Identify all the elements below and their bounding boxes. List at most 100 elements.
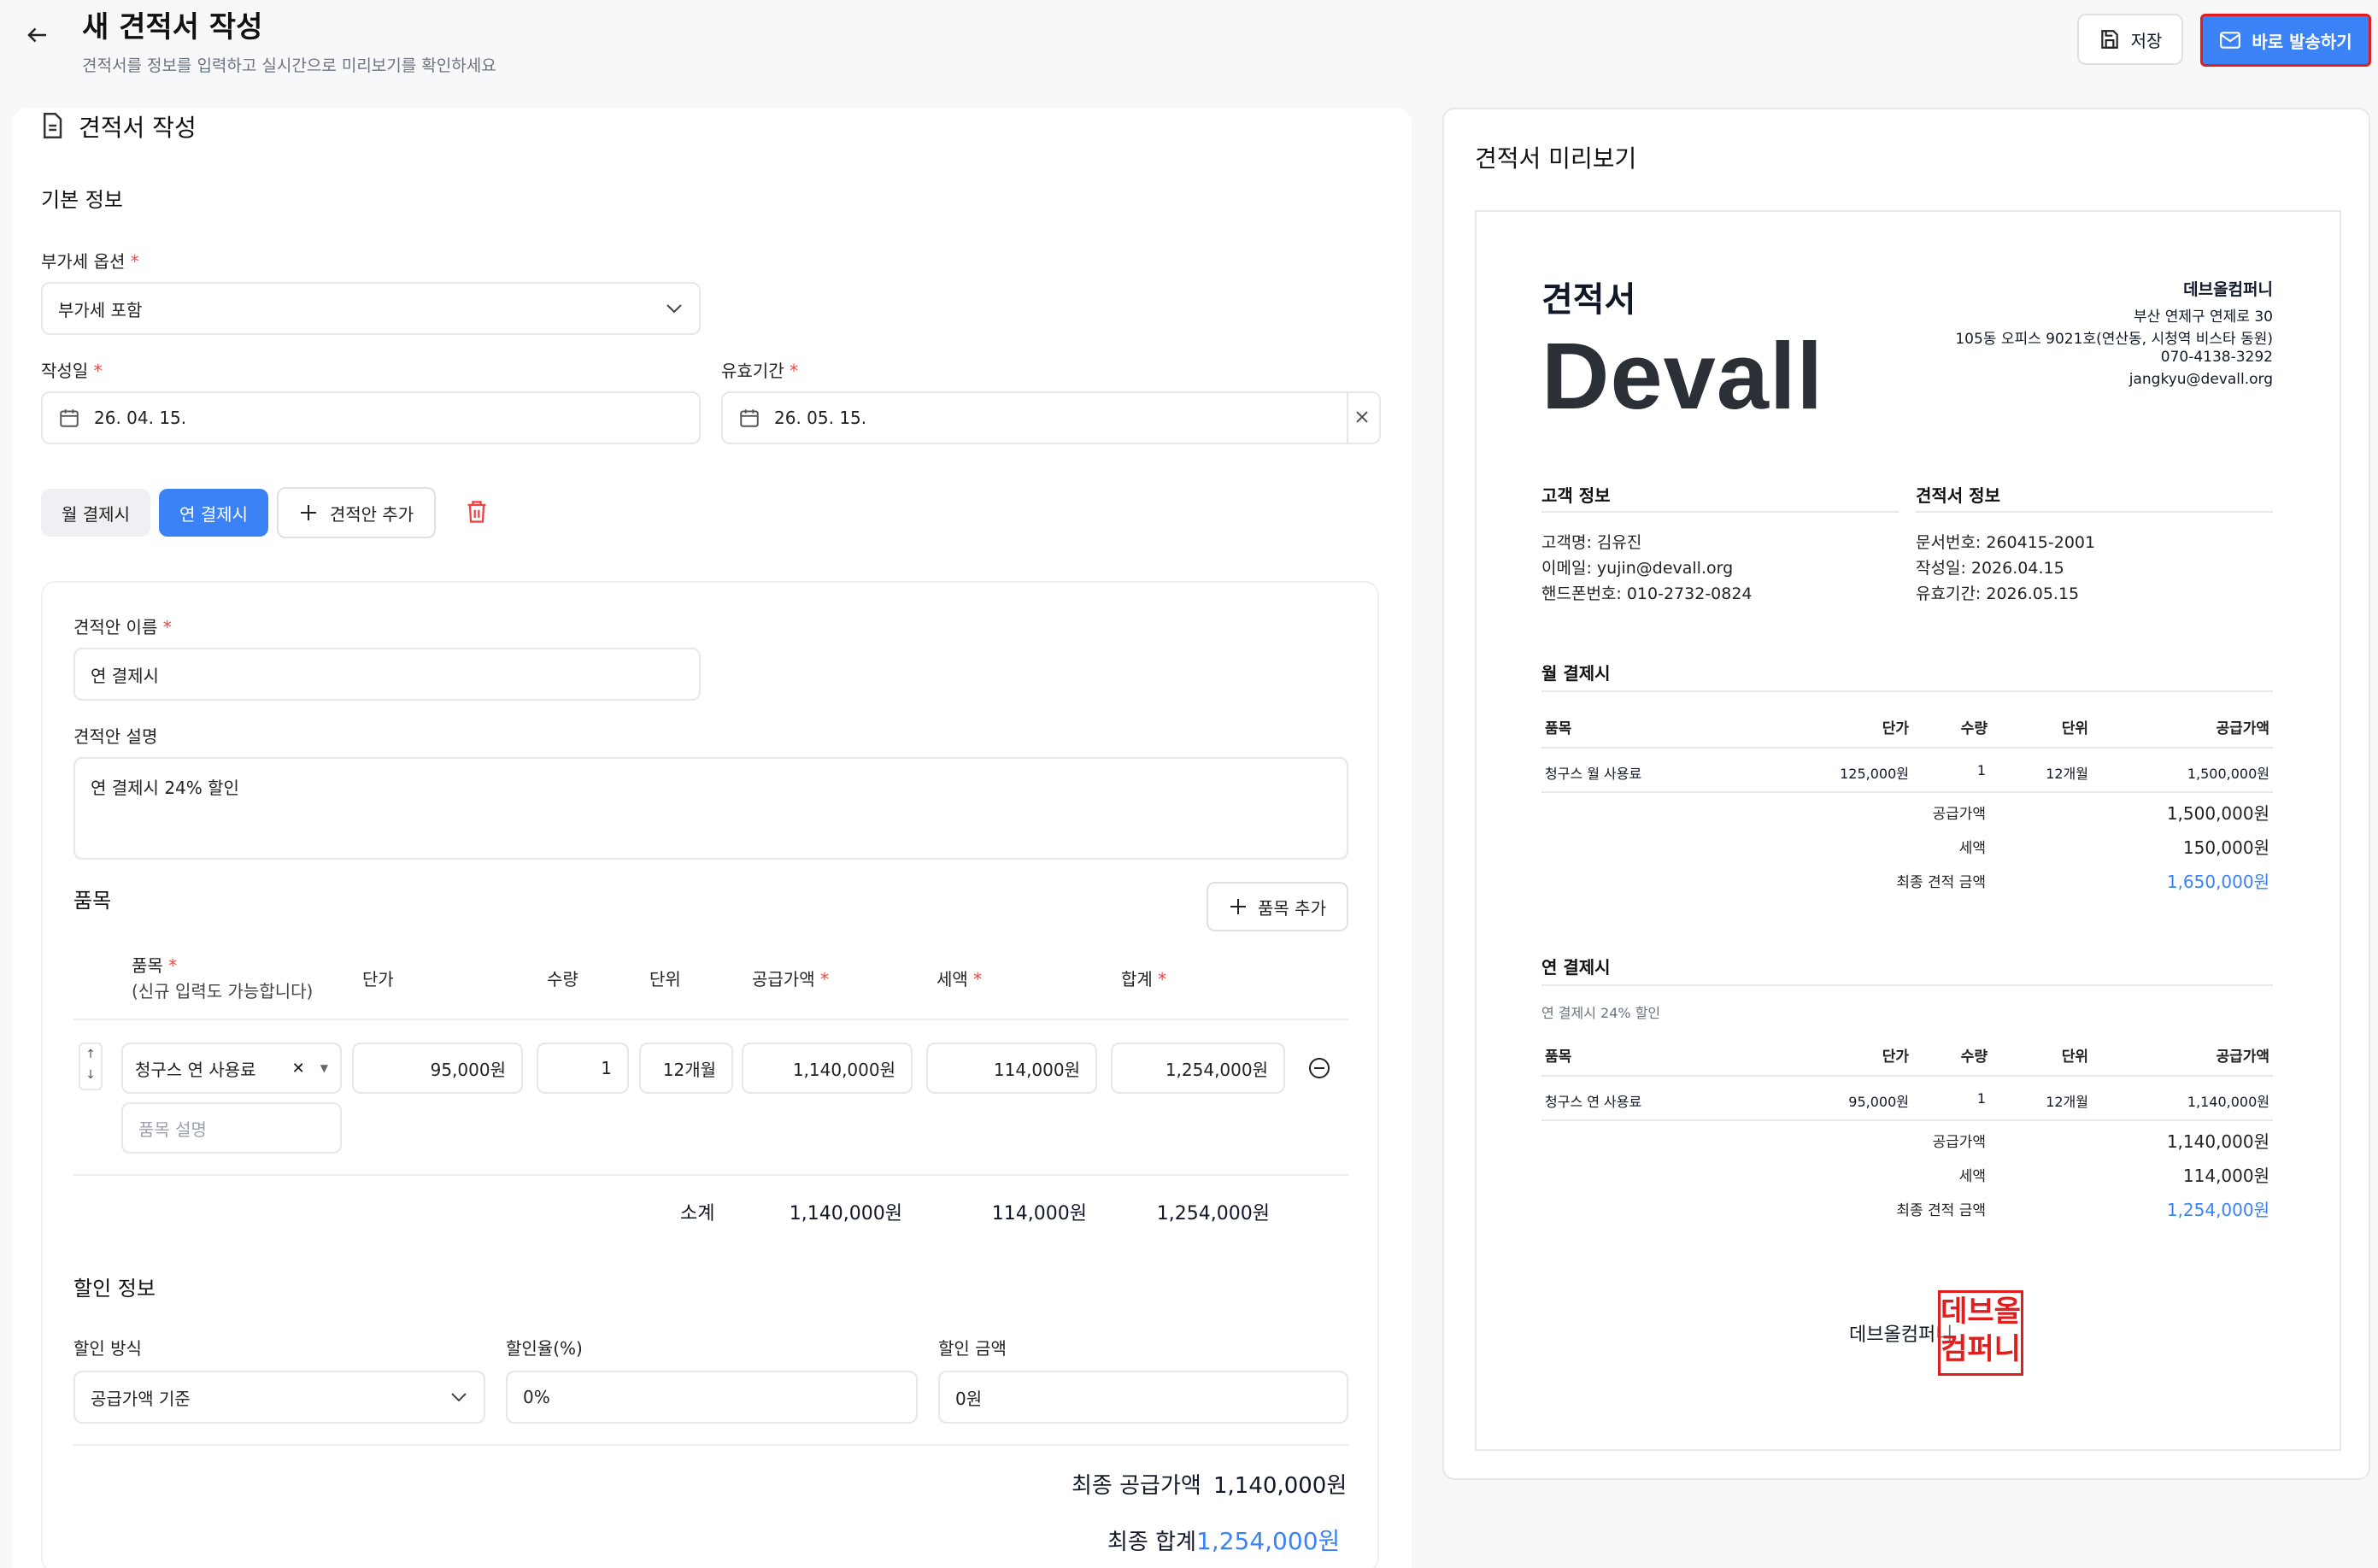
field-divider <box>1347 393 1348 443</box>
discount-rate-input[interactable]: 0% <box>506 1371 918 1424</box>
qty-value: 1 <box>601 1058 612 1078</box>
discount-rate-label: 할인율(%) <box>506 1338 583 1359</box>
price-input[interactable]: 95,000원 <box>352 1042 523 1094</box>
save-icon <box>2100 30 2118 49</box>
pv-sum-supply-label: 공급가액 <box>1932 806 1986 823</box>
tab-yearly[interactable]: 연 결제시 <box>159 489 268 537</box>
col-total: 합계 * <box>1121 969 1167 990</box>
add-plan-button[interactable]: 견적안 추가 <box>277 487 436 538</box>
clear-icon[interactable] <box>1353 408 1371 429</box>
tax-input[interactable]: 114,000원 <box>926 1042 1097 1094</box>
plan-name-label: 견적안 이름 * <box>73 617 172 637</box>
save-label: 저장 <box>2130 30 2163 51</box>
subtotal-supply: 1,140,000원 <box>789 1203 902 1224</box>
basic-info-title: 기본 정보 <box>41 188 123 212</box>
col-price: 단가 <box>362 969 394 990</box>
mail-icon <box>2220 32 2241 49</box>
client-divider <box>1541 511 1899 513</box>
pv-sum-final-value: 1,650,000원 <box>2166 872 2269 892</box>
add-plan-label: 견적안 추가 <box>329 503 414 525</box>
discount-title: 할인 정보 <box>73 1277 156 1301</box>
discount-rate-value: 0% <box>523 1387 550 1407</box>
company-email: jangkyu@devall.org <box>2128 371 2273 388</box>
vat-label: 부가세 옵션 * <box>41 251 139 272</box>
pv-plan2-desc: 연 결제시 24% 할인 <box>1541 1005 1661 1021</box>
discount-method-select[interactable]: 공급가액 기준 <box>73 1371 485 1424</box>
supply-value: 1,140,000원 <box>792 1059 895 1080</box>
doc-title: 견적서 <box>1541 280 1636 320</box>
col-item-hint: (신규 입력도 가능합니다) <box>132 981 314 1001</box>
pv-sum-supply-value: 1,140,000원 <box>2166 1131 2269 1152</box>
tab-monthly[interactable]: 월 결제시 <box>41 489 150 537</box>
client-phone: 핸드폰번호: 010-2732-0824 <box>1541 584 1753 603</box>
pv-col-supply: 공급가액 <box>2216 720 2269 737</box>
col-supply: 공급가액 * <box>752 969 829 990</box>
col-item: 품목 * <box>132 955 178 976</box>
pv-table-divider <box>1541 1075 2273 1077</box>
signature-name: 데브올컴퍼니 <box>1849 1324 1953 1346</box>
stamp-line-1: 데브올 <box>1941 1295 2021 1329</box>
pv-sum-tax-value: 150,000원 <box>2182 837 2269 858</box>
qty-input[interactable]: 1 <box>537 1042 629 1094</box>
plan-desc-textarea[interactable]: 연 결제시 24% 할인 <box>73 757 1348 860</box>
plan-name-value: 연 결제시 <box>91 665 159 686</box>
quote-info-title: 견적서 정보 <box>1916 485 2000 506</box>
unit-value: 12개월 <box>662 1059 716 1080</box>
plus-icon <box>1230 899 1247 914</box>
pv-sum-supply-value: 1,500,000원 <box>2166 803 2269 824</box>
form-section-title: 견적서 작성 <box>79 114 197 142</box>
vat-select[interactable]: 부가세 포함 <box>41 282 701 335</box>
client-name: 고객명: 김유진 <box>1541 533 1642 552</box>
pv-plan1-title: 월 결제시 <box>1541 663 1611 684</box>
discount-method-value: 공급가액 기준 <box>91 1388 191 1409</box>
quote-number: 문서번호: 260415-2001 <box>1916 533 2096 552</box>
reorder-handle[interactable]: ↑ ↓ <box>79 1042 103 1090</box>
pv-col-supply: 공급가액 <box>2216 1048 2269 1066</box>
unit-input[interactable]: 12개월 <box>639 1042 733 1094</box>
clear-item-icon[interactable]: ✕ <box>291 1059 305 1078</box>
pv-row-divider <box>1541 1119 2273 1121</box>
add-item-button[interactable]: 품목 추가 <box>1207 882 1348 931</box>
discount-method-label: 할인 방식 <box>73 1338 142 1359</box>
supply-input[interactable]: 1,140,000원 <box>742 1042 913 1094</box>
subtotal-total: 1,254,000원 <box>1156 1203 1270 1224</box>
page-subtitle: 견적서를 정보를 입력하고 실시간으로 미리보기를 확인하세요 <box>82 56 496 75</box>
client-info-title: 고객 정보 <box>1541 485 1611 506</box>
tab-monthly-label: 월 결제시 <box>62 503 130 525</box>
plan-desc-label: 견적안 설명 <box>73 726 158 747</box>
discount-amount-input[interactable]: 0원 <box>938 1371 1348 1424</box>
back-arrow-icon[interactable] <box>22 22 53 53</box>
plan-name-input[interactable]: 연 결제시 <box>73 648 701 701</box>
item-desc-input[interactable]: 품목 설명 <box>121 1102 342 1154</box>
date-field[interactable]: 26. 04. 15. <box>41 391 701 444</box>
send-label: 바로 발송하기 <box>2252 31 2352 52</box>
pv-row-unit: 12개월 <box>2046 766 2088 782</box>
pv-table-divider <box>1541 747 2273 749</box>
total-value: 1,254,000원 <box>1165 1059 1268 1080</box>
table-header-divider <box>73 1019 1348 1020</box>
pv-row-supply: 1,500,000원 <box>2187 766 2269 782</box>
remove-row-icon[interactable] <box>1307 1056 1331 1084</box>
pv-row-unit: 12개월 <box>2046 1094 2088 1110</box>
company-phone: 070-4138-3292 <box>2160 349 2273 366</box>
chevron-down-icon <box>666 304 682 314</box>
stamp-line-2: 컴퍼니 <box>1941 1332 2021 1366</box>
pv-row-qty: 1 <box>1976 1090 1986 1107</box>
plan-desc-value: 연 결제시 24% 할인 <box>91 778 239 798</box>
document-icon <box>41 113 63 142</box>
plan-card <box>41 581 1379 1568</box>
save-button[interactable]: 저장 <box>2077 14 2183 65</box>
total-input[interactable]: 1,254,000원 <box>1111 1042 1285 1094</box>
item-select[interactable]: 청구스 연 사용료 ✕ ▼ <box>121 1042 342 1094</box>
items-title: 품목 <box>73 889 112 913</box>
send-now-button[interactable]: 바로 발송하기 <box>2200 14 2371 67</box>
valid-date-field[interactable]: 26. 05. 15. <box>721 391 1381 444</box>
quote-divider <box>1916 511 2273 513</box>
trash-icon[interactable] <box>465 499 489 528</box>
client-email: 이메일: yujin@devall.org <box>1541 559 1734 578</box>
preview-title: 견적서 미리보기 <box>1475 144 1637 173</box>
pv-row-price: 95,000원 <box>1848 1094 1909 1110</box>
discount-divider <box>73 1444 1348 1446</box>
pv-col-item: 품목 <box>1545 720 1572 737</box>
quote-date: 작성일: 2026.04.15 <box>1916 559 2064 578</box>
